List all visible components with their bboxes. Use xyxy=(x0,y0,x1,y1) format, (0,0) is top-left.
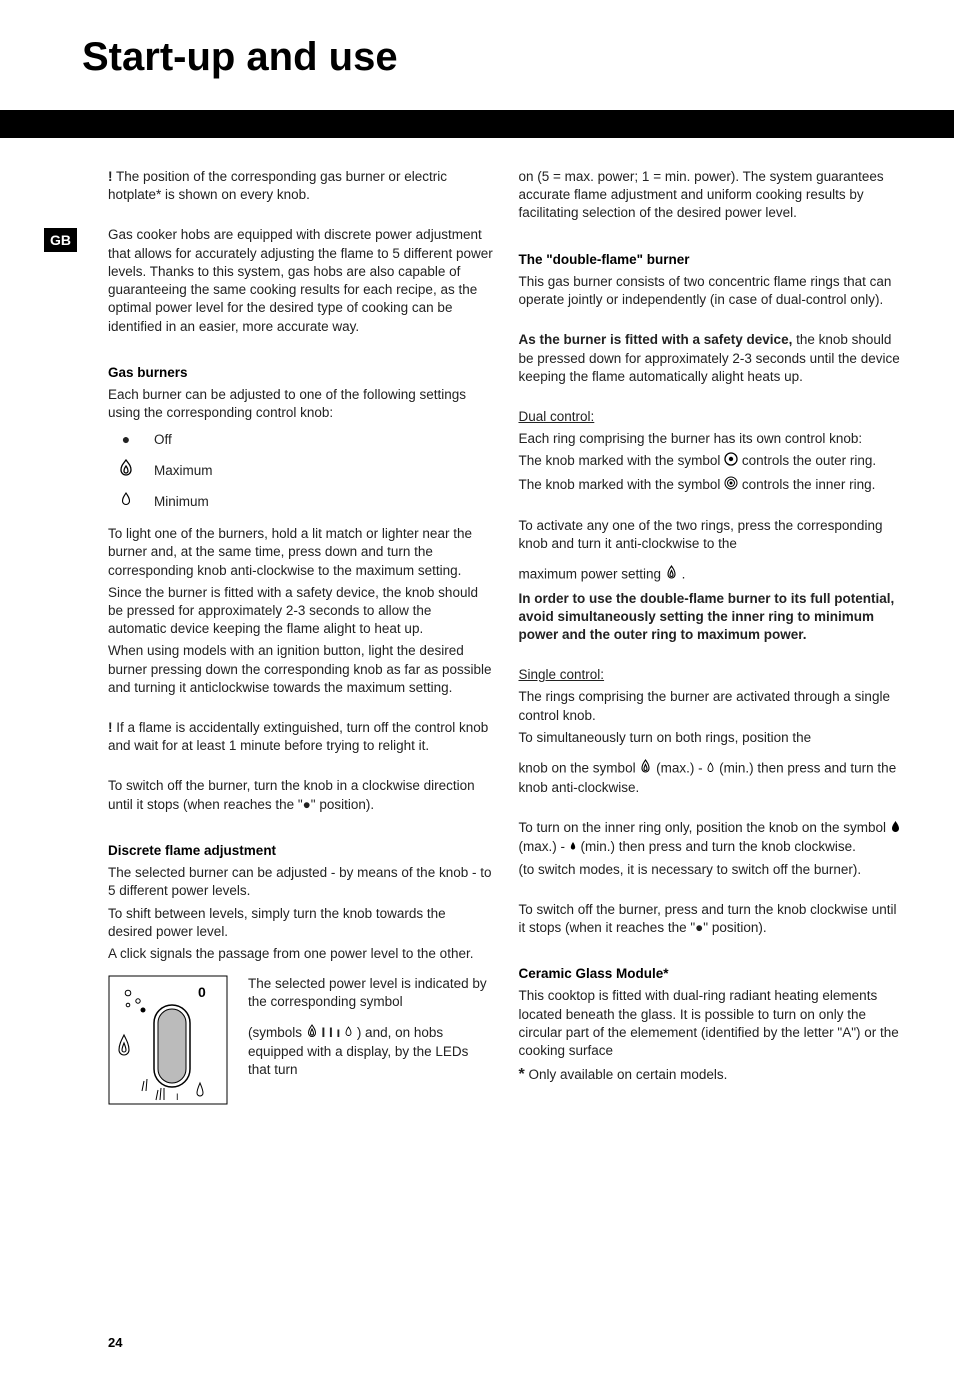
single-3: knob on the symbol (max.) - (min.) then … xyxy=(519,759,905,797)
dual-2: The knob marked with the symbol controls… xyxy=(519,452,905,471)
dual-5: maximum power setting . xyxy=(519,565,905,585)
single-6: To switch off the burner, press and turn… xyxy=(519,901,905,937)
flame-large-icon xyxy=(108,459,144,482)
drop-small-icon xyxy=(569,838,577,856)
dual-1: Each ring comprising the burner has its … xyxy=(519,430,905,448)
footnote: * Only available on certain models. xyxy=(519,1064,905,1086)
drop-solid-icon xyxy=(890,820,901,838)
svg-text:I: I xyxy=(176,1092,179,1102)
flame-large-icon xyxy=(665,565,678,585)
single-5: (to switch modes, it is necessary to swi… xyxy=(519,861,905,879)
flame-large-icon xyxy=(306,1024,318,1043)
setting-off: ● Off xyxy=(108,430,494,449)
flame-small-icon xyxy=(344,1024,353,1042)
ceramic-1: This cooktop is fitted with dual-ring ra… xyxy=(519,987,905,1060)
gas-burners-intro: Each burner can be adjusted to one of th… xyxy=(108,386,494,422)
knob-text-2: (symbols I I ı ) and, on hobs equipped w… xyxy=(248,1024,494,1080)
off-symbol: ● xyxy=(108,430,144,449)
light-instructions-1: To light one of the burners, hold a lit … xyxy=(108,525,494,580)
min-label: Minimum xyxy=(154,493,209,511)
dual-4: To activate any one of the two rings, pr… xyxy=(519,517,905,553)
ceramic-heading: Ceramic Glass Module* xyxy=(519,965,905,983)
dual-3: The knob marked with the symbol controls… xyxy=(519,476,905,495)
discrete-1: The selected burner can be adjusted - by… xyxy=(108,864,494,900)
dual-6: In order to use the double-flame burner … xyxy=(519,590,905,645)
intro-paragraph: Gas cooker hobs are equipped with discre… xyxy=(108,226,494,335)
safety-device: As the burner is fitted with a safety de… xyxy=(519,331,905,386)
double-flame-1: This gas burner consists of two concentr… xyxy=(519,273,905,309)
divider-bar xyxy=(0,110,954,138)
single-2: To simultaneously turn on both rings, po… xyxy=(519,729,905,747)
language-badge: GB xyxy=(44,228,77,252)
setting-max: Maximum xyxy=(108,459,494,482)
flame-large-icon xyxy=(639,759,652,779)
max-label: Maximum xyxy=(154,462,213,480)
flame-small-icon xyxy=(108,492,144,511)
discrete-2: To shift between levels, simply turn the… xyxy=(108,905,494,941)
settings-list: ● Off Maximum Minimum xyxy=(108,430,494,511)
setting-min: Minimum xyxy=(108,492,494,511)
discrete-3: A click signals the passage from one pow… xyxy=(108,945,494,963)
flame-small-icon xyxy=(706,760,715,778)
switch-off: To switch off the burner, turn the knob … xyxy=(108,777,494,813)
off-label: Off xyxy=(154,431,172,449)
light-instructions-2: Since the burner is fitted with a safety… xyxy=(108,584,494,639)
page-title: Start-up and use xyxy=(82,35,954,80)
double-flame-heading: The "double-flame" burner xyxy=(519,251,905,269)
outer-ring-icon xyxy=(724,452,738,471)
dual-control-heading: Dual control: xyxy=(519,408,905,426)
gas-burners-heading: Gas burners xyxy=(108,364,494,382)
knob-text-1: The selected power level is indicated by… xyxy=(248,975,494,1011)
light-instructions-3: When using models with an ignition butto… xyxy=(108,642,494,697)
single-4: To turn on the inner ring only, position… xyxy=(519,819,905,856)
intro-warning: ! The position of the corresponding gas … xyxy=(108,168,494,204)
inner-ring-icon xyxy=(724,476,738,495)
content-area: ! The position of the corresponding gas … xyxy=(0,138,954,1110)
right-column: on (5 = max. power; 1 = min. power). The… xyxy=(519,168,905,1110)
left-column: ! The position of the corresponding gas … xyxy=(108,168,494,1110)
flame-warning: ! If a flame is accidentally extinguishe… xyxy=(108,719,494,755)
page-number: 24 xyxy=(108,1335,122,1350)
knob-row: 0 I The selected power level is xyxy=(108,975,494,1110)
r1: on (5 = max. power; 1 = min. power). The… xyxy=(519,168,905,223)
discrete-heading: Discrete flame adjustment xyxy=(108,842,494,860)
svg-text:0: 0 xyxy=(198,984,206,1000)
single-control-heading: Single control: xyxy=(519,666,905,684)
knob-diagram: 0 I xyxy=(108,975,228,1110)
knob-text: The selected power level is indicated by… xyxy=(248,975,494,1083)
single-1: The rings comprising the burner are acti… xyxy=(519,688,905,724)
